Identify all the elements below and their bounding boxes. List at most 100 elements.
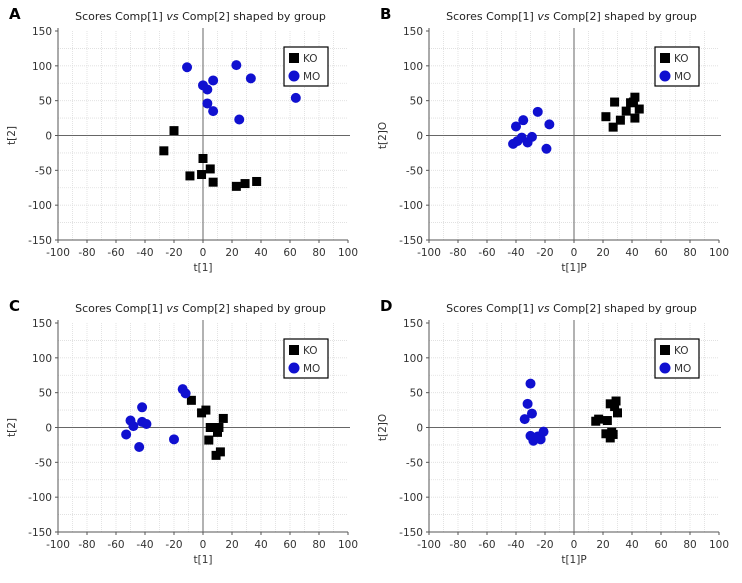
x-tick-label: -20 bbox=[536, 247, 553, 259]
point-ko bbox=[610, 97, 620, 107]
point-ko bbox=[201, 405, 211, 415]
x-tick-label: 60 bbox=[654, 247, 667, 259]
x-tick-label: -40 bbox=[136, 539, 153, 551]
legend-square-icon bbox=[289, 53, 299, 63]
y-tick-label: 100 bbox=[403, 61, 423, 73]
scatter-panel-d: D Scores Comp[1] vs Comp[2] shaped by gro… bbox=[371, 292, 742, 583]
panel-label: B bbox=[380, 5, 392, 23]
point-ko bbox=[630, 92, 640, 102]
legend-square-icon bbox=[289, 345, 299, 355]
x-tick-label: 0 bbox=[571, 247, 578, 259]
chart-title: Scores Comp[1] vs Comp[2] shaped by grou… bbox=[0, 10, 371, 23]
x-tick-label: -100 bbox=[46, 247, 70, 259]
x-tick-label: 100 bbox=[709, 539, 729, 551]
scatter-panel-c: C Scores Comp[1] vs Comp[2] shaped by gro… bbox=[0, 292, 371, 583]
plot-area: -100 -80 -60 -40 -20 0 20 40 60 80 100-150-100-500… bbox=[377, 26, 729, 274]
y-tick-label: 50 bbox=[410, 388, 423, 400]
point-mo bbox=[290, 92, 301, 103]
point-mo bbox=[208, 75, 219, 86]
x-tick-label: 40 bbox=[625, 539, 638, 551]
point-mo bbox=[141, 419, 152, 430]
x-tick-label: 100 bbox=[709, 247, 729, 259]
point-ko bbox=[630, 113, 640, 123]
point-ko bbox=[169, 126, 179, 136]
y-tick-label: -150 bbox=[28, 527, 52, 539]
panel-label: C bbox=[9, 297, 21, 315]
panel-label: A bbox=[9, 5, 21, 23]
point-ko bbox=[208, 177, 218, 187]
legend-label-mo: MO bbox=[303, 363, 320, 375]
x-tick-label: -80 bbox=[78, 247, 95, 259]
chart-title: Scores Comp[1] vs Comp[2] shaped by grou… bbox=[371, 302, 742, 315]
point-ko bbox=[621, 106, 631, 116]
x-tick-label: -40 bbox=[507, 247, 524, 259]
x-tick-label: -20 bbox=[165, 539, 182, 551]
legend: KO MO bbox=[654, 338, 700, 379]
y-tick-label: 0 bbox=[45, 131, 52, 143]
plot-area: -100 -80 -60 -40 -20 0 20 40 60 80 100-150-100-500… bbox=[6, 318, 358, 566]
point-mo bbox=[522, 398, 533, 409]
plot-area: -100 -80 -60 -40 -20 0 20 40 60 80 100-150-100-500… bbox=[377, 318, 729, 566]
point-ko bbox=[605, 433, 615, 443]
chart-title-title-vs: vs bbox=[166, 10, 179, 23]
x-tick-label: -40 bbox=[136, 247, 153, 259]
x-tick-label: -80 bbox=[449, 539, 466, 551]
y-axis-label: t[2] bbox=[6, 126, 18, 145]
y-tick-label: 0 bbox=[45, 423, 52, 435]
x-tick-label: 80 bbox=[683, 539, 696, 551]
y-tick-label: -50 bbox=[35, 165, 52, 177]
y-axis-label: t[2]O bbox=[377, 122, 389, 149]
chart-title-title-pre: Scores Comp[1] bbox=[446, 302, 538, 315]
x-tick-label: -80 bbox=[449, 247, 466, 259]
point-mo bbox=[526, 408, 537, 419]
point-ko bbox=[186, 395, 196, 405]
y-tick-label: -50 bbox=[35, 457, 52, 469]
x-tick-label: -60 bbox=[478, 539, 495, 551]
x-tick-label: -60 bbox=[478, 247, 495, 259]
legend-label-ko: KO bbox=[674, 53, 689, 65]
scatter-panel-b: B Scores Comp[1] vs Comp[2] shaped by gro… bbox=[371, 0, 742, 291]
legend-label-mo: MO bbox=[674, 71, 691, 83]
x-axis-label: t[1]P bbox=[561, 262, 586, 274]
y-axis-label: t[2] bbox=[6, 418, 18, 437]
point-ko bbox=[213, 427, 222, 437]
x-tick-label: 20 bbox=[225, 539, 238, 551]
chart-title: Scores Comp[1] vs Comp[2] shaped by grou… bbox=[371, 10, 742, 23]
chart-title-title-vs: vs bbox=[537, 302, 550, 315]
x-tick-label: -100 bbox=[417, 247, 441, 259]
point-mo bbox=[529, 432, 540, 443]
y-tick-label: -100 bbox=[28, 492, 52, 504]
point-mo bbox=[137, 402, 148, 413]
legend-label-mo: MO bbox=[674, 363, 691, 375]
x-tick-label: -60 bbox=[107, 247, 124, 259]
point-ko bbox=[611, 396, 621, 406]
point-mo bbox=[202, 84, 213, 95]
chart-title-title-post: Comp[2] shaped by group bbox=[178, 302, 326, 315]
point-mo bbox=[180, 388, 191, 399]
point-ko bbox=[231, 181, 241, 191]
point-ko bbox=[608, 122, 618, 132]
point-ko bbox=[602, 416, 612, 426]
y-tick-label: -100 bbox=[28, 200, 52, 212]
point-mo bbox=[526, 131, 537, 142]
point-ko bbox=[615, 115, 625, 125]
y-tick-label: 50 bbox=[410, 96, 423, 108]
y-tick-label: 150 bbox=[403, 318, 423, 330]
point-mo bbox=[202, 98, 213, 109]
x-tick-label: 80 bbox=[312, 247, 325, 259]
chart-title-title-vs: vs bbox=[537, 10, 550, 23]
x-tick-label: 40 bbox=[254, 247, 267, 259]
point-mo bbox=[182, 62, 193, 73]
chart-title-title-pre: Scores Comp[1] bbox=[446, 10, 538, 23]
x-tick-label: 80 bbox=[312, 539, 325, 551]
point-mo bbox=[121, 429, 132, 440]
y-tick-label: 50 bbox=[39, 388, 52, 400]
plot-area: -100 -80 -60 -40 -20 0 20 40 60 80 100-150-100-500… bbox=[6, 26, 358, 274]
legend-label-mo: MO bbox=[303, 71, 320, 83]
legend-circle-icon bbox=[288, 70, 300, 82]
point-ko bbox=[185, 171, 195, 181]
point-mo bbox=[518, 115, 529, 126]
scatter-panel-a: A Scores Comp[1] vs Comp[2] shaped by gro… bbox=[0, 0, 371, 291]
legend-circle-icon bbox=[659, 70, 671, 82]
point-ko bbox=[214, 423, 224, 432]
